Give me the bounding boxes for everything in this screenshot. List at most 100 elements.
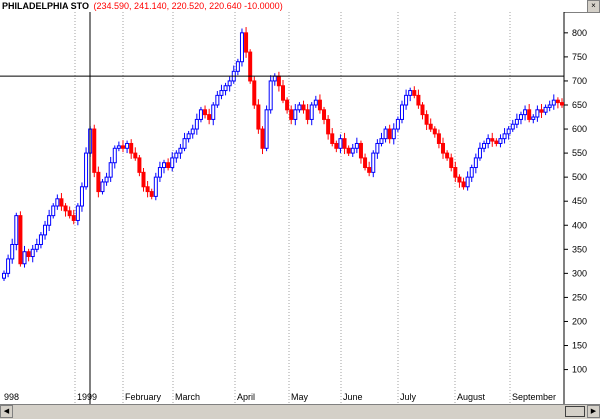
candle-body [174,152,179,159]
candle-body [486,138,491,144]
x-axis-label: August [457,392,486,402]
x-axis-label: April [237,392,255,402]
candle-body [92,128,97,173]
candle-body [408,90,413,96]
candle-body [219,90,224,96]
y-tick-label: 200 [572,316,587,326]
candle-body [211,104,216,120]
candle-body [518,114,523,120]
candle-body [104,176,109,183]
candle-body [244,32,249,53]
stock-chart: 100 150 200 250 300 350 400 450 500 550 600 650 700 7… [0,12,587,404]
candle-body [67,210,72,217]
candle-body [301,104,306,111]
candle-body [477,147,482,159]
candle-body [383,128,388,140]
candle-body [194,118,199,130]
candle-body [371,152,376,173]
candle-body [133,152,138,159]
candle-body [313,99,318,106]
candle-body [207,114,212,120]
candle-body [502,133,507,140]
y-tick-label: 600 [572,124,587,134]
candle-body [404,94,409,106]
candle-body [412,90,417,96]
candle-body [465,176,470,188]
candle-body [560,102,564,106]
candle-body [227,80,232,87]
candle-body [539,109,544,113]
y-tick-label: 650 [572,100,587,110]
symbol-label: PHILADELPHIA STO [2,1,90,11]
candle-body [96,171,101,193]
candle-body [436,133,441,144]
scroll-right-button[interactable]: ▶ [587,405,600,418]
candle-body [285,99,290,111]
horizontal-scrollbar[interactable]: ◀ ▶ [0,404,600,419]
candle-body [166,162,171,169]
candle-body [395,118,400,130]
candle-body [281,85,285,101]
candle-body [145,186,150,193]
x-axis-label: September [512,392,556,402]
candle-body [63,205,68,212]
candle-body [375,142,380,154]
candle-body [482,142,487,149]
candle-body [272,75,277,82]
candle-body [432,128,437,135]
candle-body [38,234,43,245]
candle-body [235,61,240,72]
candle-body [428,123,433,130]
candle-body [30,248,35,258]
candle-body [198,109,203,120]
candle-body [514,118,519,125]
candle-body [523,109,528,116]
candle-body [424,114,429,125]
scroll-thumb[interactable] [565,406,585,417]
candle-body [71,215,76,221]
candle-body [416,94,421,106]
y-tick-label: 750 [572,52,587,62]
candle-body [342,138,347,149]
candle-body [498,138,503,144]
candle-body [358,142,363,159]
candle-body [354,142,359,149]
candle-body [293,109,298,120]
candle-body [399,104,404,120]
candle-body [157,167,162,178]
y-tick-label: 300 [572,268,587,278]
candle-body [215,94,220,106]
candle-body [248,51,253,82]
y-tick-label: 100 [572,365,587,375]
candle-body [43,224,48,236]
candle-body [367,167,372,173]
candle-body [178,147,183,154]
candle-body [129,142,134,154]
candle-body [55,198,60,207]
candle-body [289,109,294,120]
candle-body [531,116,536,120]
candle-body [18,215,23,265]
candle-body [330,133,335,144]
scroll-left-button[interactable]: ◀ [0,405,13,418]
candle-body [445,152,450,159]
candle-body [276,75,281,87]
candle-body [182,138,187,149]
candle-body [137,157,142,173]
candle-body [297,104,302,111]
candle-body [34,243,39,250]
candle-body [14,215,19,245]
candle-body [239,32,244,63]
candle-body [223,85,228,92]
y-tick-label: 350 [572,244,587,254]
candle-body [305,109,310,120]
candle-body [334,142,339,149]
candle-body [47,215,52,226]
candle-body [449,157,454,169]
candle-body [79,186,84,207]
candle-body [326,118,331,135]
candle-body [116,145,121,149]
candle-body [535,109,540,118]
candle-body [453,167,458,178]
candle-body [59,198,64,207]
